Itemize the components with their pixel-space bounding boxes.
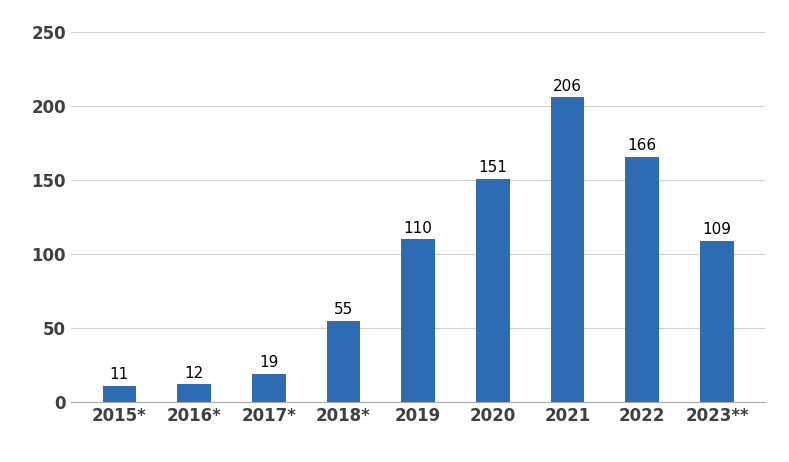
Bar	[626, 157, 659, 402]
Bar	[551, 97, 585, 402]
Text: 166: 166	[628, 138, 656, 153]
Text: 11: 11	[110, 367, 129, 382]
Bar	[103, 386, 136, 402]
Bar	[252, 374, 286, 402]
Text: 55: 55	[334, 302, 353, 317]
Text: 109: 109	[702, 222, 731, 237]
Bar	[476, 179, 510, 402]
Bar	[700, 241, 734, 402]
Bar	[327, 321, 361, 402]
Bar	[178, 384, 211, 402]
Text: 206: 206	[553, 79, 582, 94]
Text: 110: 110	[404, 221, 432, 236]
Text: 12: 12	[185, 365, 204, 381]
Bar	[402, 239, 435, 402]
Text: 19: 19	[259, 355, 279, 370]
Text: 151: 151	[478, 160, 507, 175]
